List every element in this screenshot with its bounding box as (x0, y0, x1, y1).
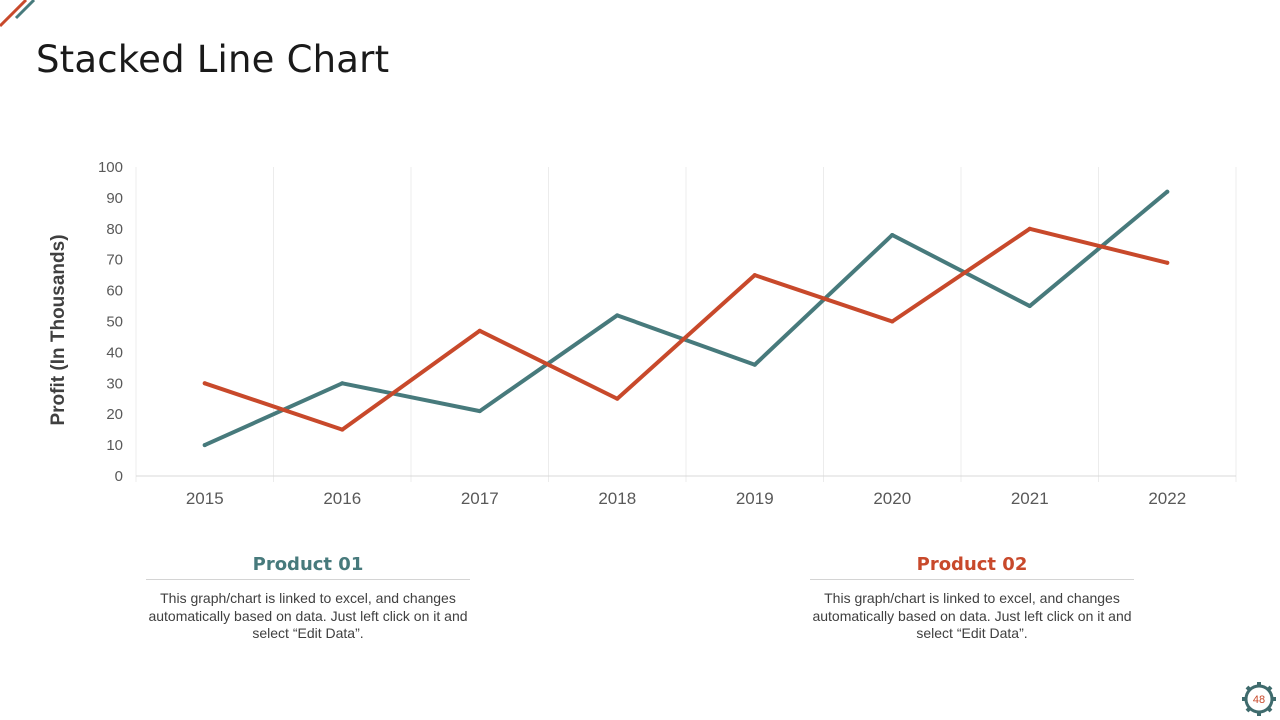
x-tick-label: 2021 (1011, 489, 1049, 508)
data-point[interactable] (1027, 304, 1032, 309)
corner-decoration (0, 0, 36, 28)
x-axis-ticks: 2015 2016 2017 2018 2019 2020 2021 2022 (186, 489, 1186, 508)
series-line-1[interactable] (202, 189, 1170, 448)
x-tick-label: 2016 (323, 489, 361, 508)
product-01-description: This graph/chart is linked to excel, and… (148, 590, 468, 641)
product-02-divider (810, 579, 1134, 580)
product-01-divider (146, 579, 470, 580)
x-tick-label: 2019 (736, 489, 774, 508)
y-tick-label: 60 (106, 283, 123, 300)
y-tick-label: 90 (106, 190, 123, 207)
series-line-2[interactable] (202, 226, 1170, 432)
data-point[interactable] (890, 232, 895, 237)
y-tick-label: 50 (106, 314, 123, 331)
data-point[interactable] (477, 409, 482, 414)
x-tick-label: 2022 (1148, 489, 1186, 508)
data-point[interactable] (615, 313, 620, 318)
product-02-title: Product 02 (916, 554, 1028, 575)
data-point[interactable] (752, 362, 757, 367)
data-point[interactable] (890, 319, 895, 324)
data-point[interactable] (615, 396, 620, 401)
page-title: Stacked Line Chart (36, 38, 390, 81)
y-tick-label: 40 (106, 344, 123, 361)
chart-grid (135, 167, 1237, 482)
y-tick-label: 20 (106, 406, 123, 423)
x-tick-label: 2018 (598, 489, 636, 508)
y-tick-label: 0 (115, 468, 123, 485)
x-tick-label: 2015 (186, 489, 224, 508)
data-point[interactable] (340, 427, 345, 432)
page-number: 48 (1253, 694, 1265, 706)
data-point[interactable] (1165, 260, 1170, 265)
data-point[interactable] (202, 443, 207, 448)
x-tick-label: 2017 (461, 489, 499, 508)
series-2 (202, 226, 1170, 432)
y-tick-label: 100 (98, 159, 123, 176)
series-1 (202, 189, 1170, 448)
product-02-block: Product 02 This graph/chart is linked to… (810, 551, 1134, 643)
data-point[interactable] (752, 273, 757, 278)
y-tick-label: 70 (106, 252, 123, 269)
data-point[interactable] (1165, 189, 1170, 194)
data-point[interactable] (340, 381, 345, 386)
data-point[interactable] (202, 381, 207, 386)
chart-series (202, 189, 1170, 448)
x-tick-label: 2020 (873, 489, 911, 508)
data-point[interactable] (477, 328, 482, 333)
y-axis-label: Profit (In Thousands) (48, 234, 69, 425)
y-tick-label: 30 (106, 375, 123, 392)
y-tick-label: 10 (106, 437, 123, 454)
y-axis-ticks: 0 10 20 30 40 50 60 70 80 90 100 (98, 159, 123, 485)
y-tick-label: 80 (106, 221, 123, 238)
product-01-title: Product 01 (252, 554, 364, 575)
product-02-description: This graph/chart is linked to excel, and… (812, 590, 1132, 641)
gear-icon (1242, 682, 1276, 716)
product-01-block: Product 01 This graph/chart is linked to… (146, 551, 470, 643)
page-number-badge: 48 (1242, 682, 1276, 716)
data-point[interactable] (1027, 226, 1032, 231)
